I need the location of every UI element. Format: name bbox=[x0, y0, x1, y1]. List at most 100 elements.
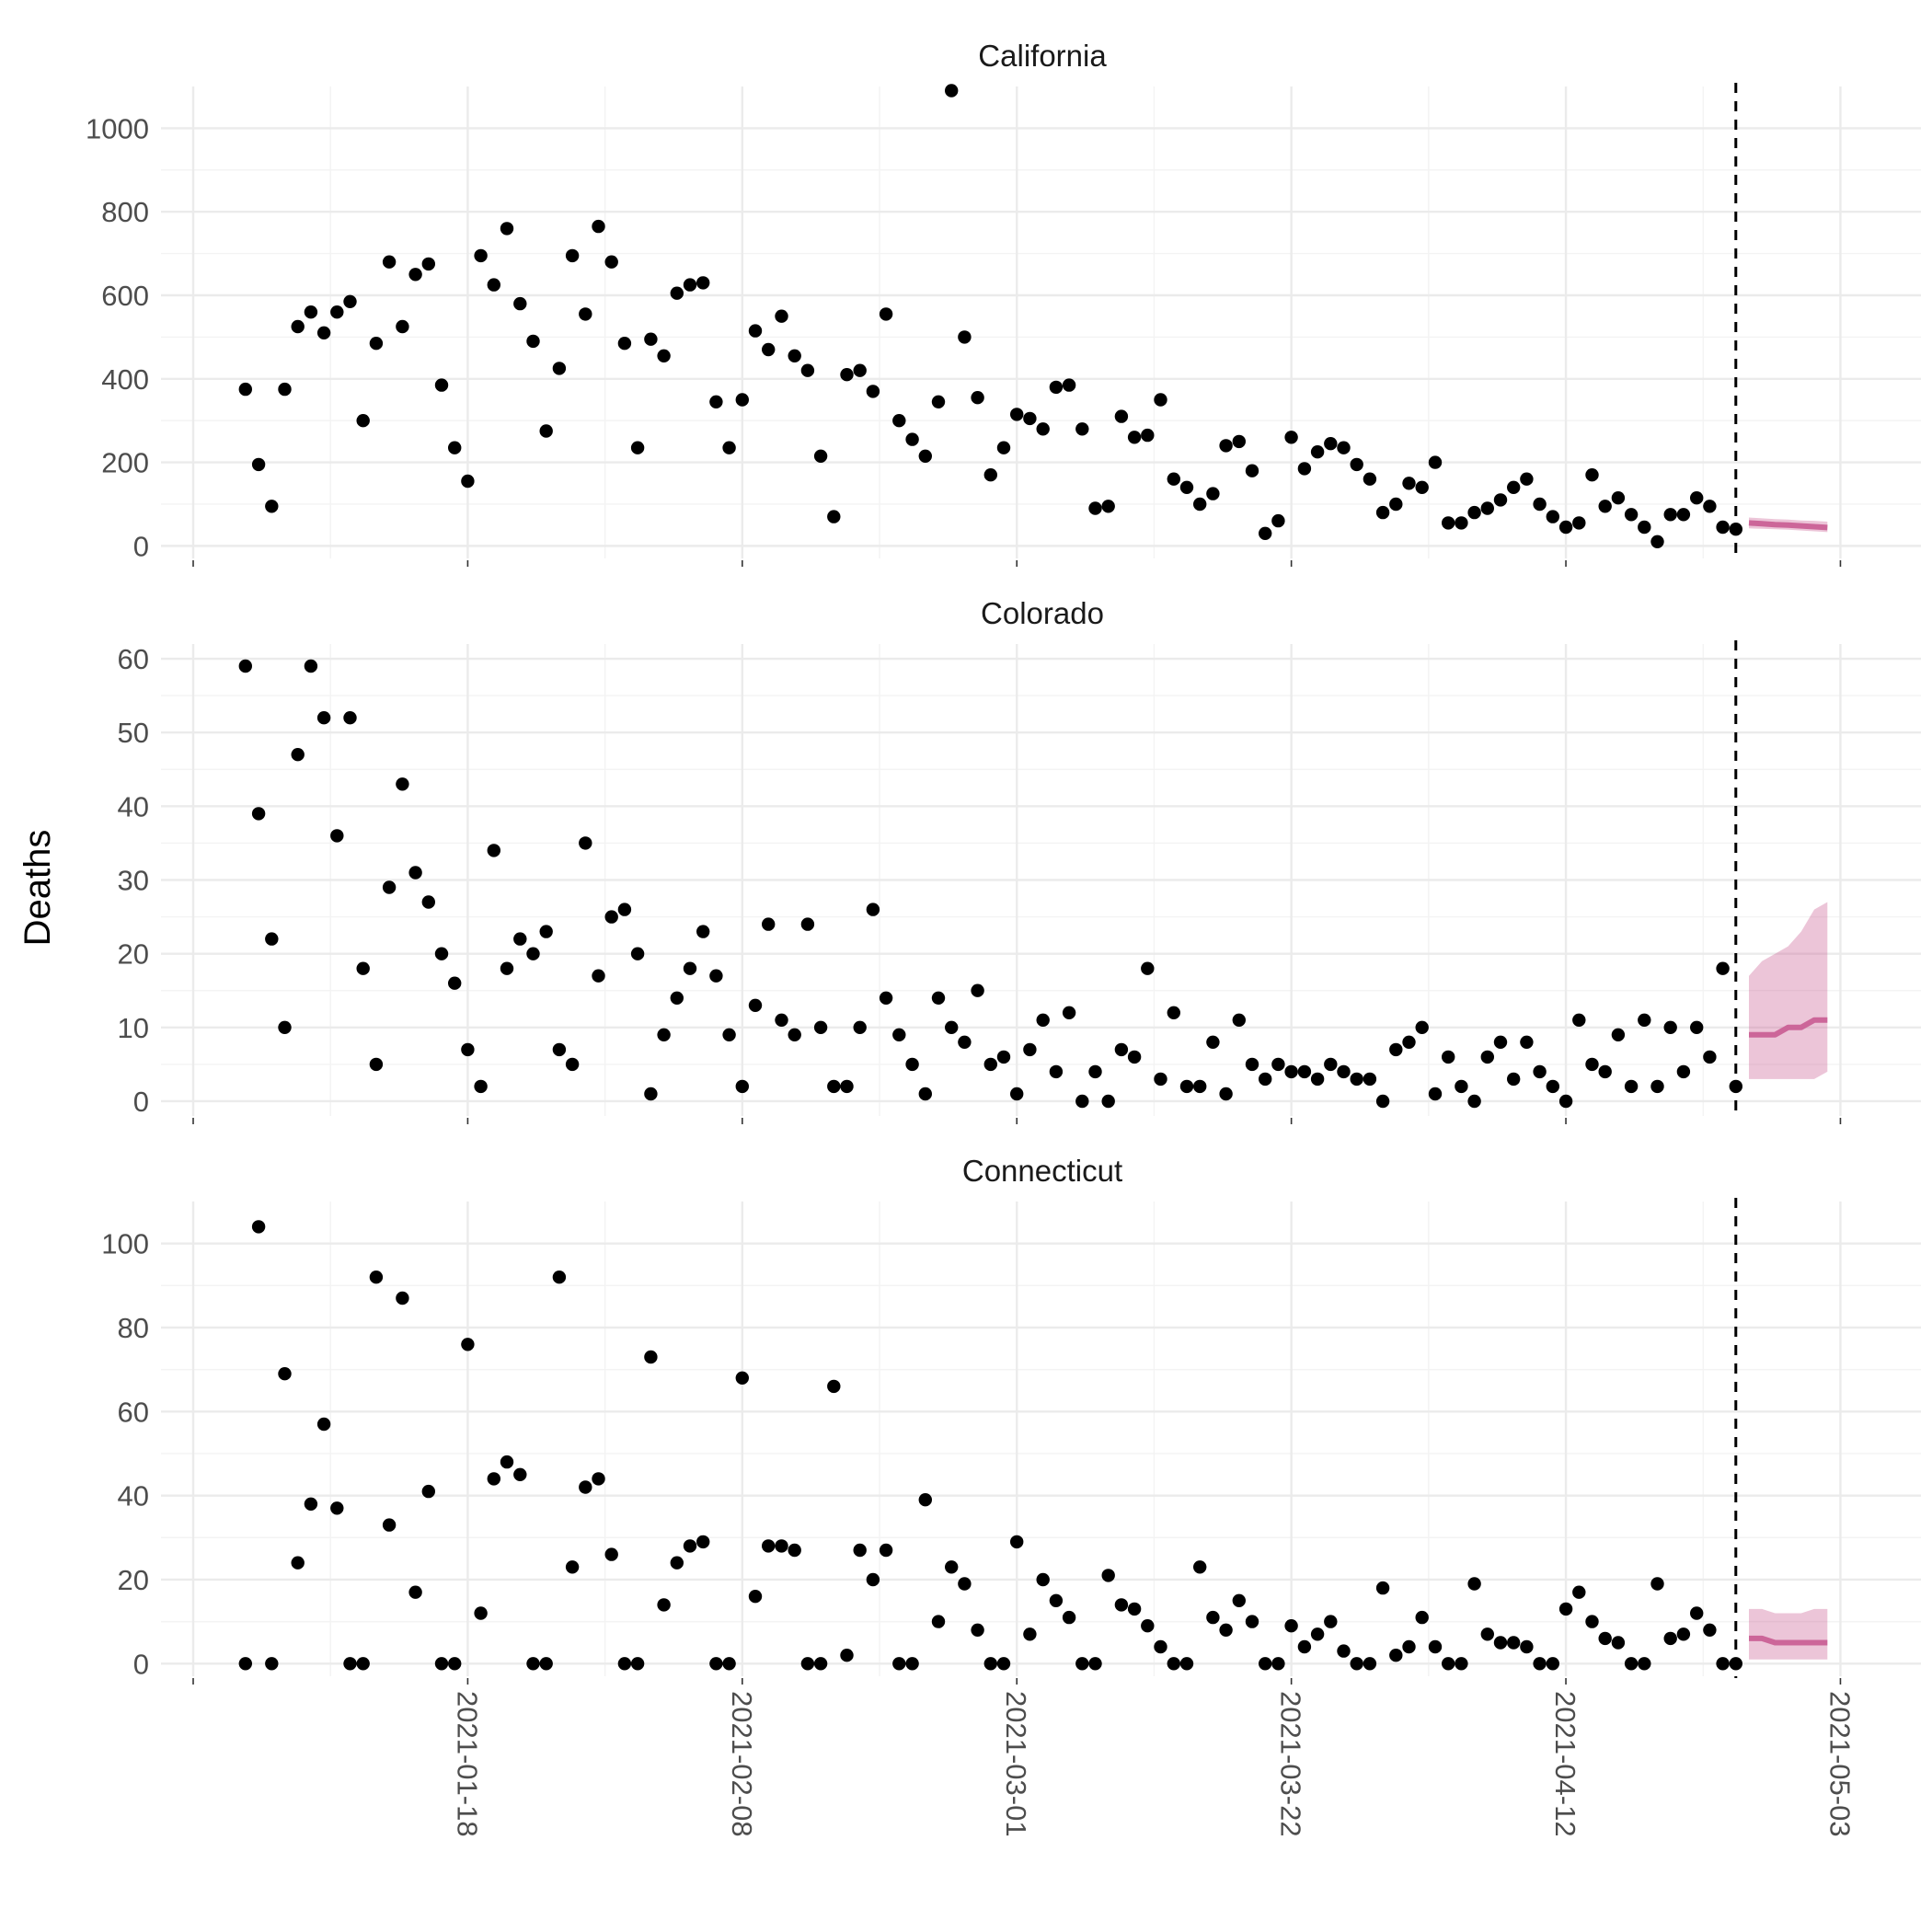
data-point bbox=[579, 836, 592, 850]
data-point bbox=[1546, 1657, 1560, 1671]
x-tick-label: 2021-01-18 bbox=[451, 1691, 483, 1837]
forecast-median-line bbox=[1749, 1017, 1828, 1038]
data-point bbox=[396, 777, 409, 791]
data-point bbox=[670, 286, 684, 300]
data-point bbox=[1219, 439, 1233, 453]
data-point bbox=[330, 1501, 344, 1515]
data-point bbox=[604, 255, 618, 269]
data-point bbox=[343, 711, 357, 725]
data-point bbox=[1284, 1619, 1298, 1633]
data-point bbox=[840, 368, 854, 382]
data-point bbox=[775, 1013, 788, 1028]
data-point bbox=[1558, 1094, 1573, 1109]
data-point bbox=[1598, 500, 1612, 513]
data-point bbox=[265, 932, 279, 946]
data-point bbox=[382, 255, 397, 269]
data-point bbox=[1716, 520, 1730, 535]
data-point bbox=[1036, 1572, 1050, 1587]
y-tick-label: 50 bbox=[118, 717, 149, 749]
data-point bbox=[1520, 1035, 1534, 1050]
data-point bbox=[421, 257, 435, 271]
data-point bbox=[644, 332, 658, 346]
data-point bbox=[983, 1657, 998, 1671]
data-point bbox=[1442, 1657, 1455, 1671]
data-point bbox=[617, 337, 632, 351]
data-point bbox=[958, 1035, 972, 1050]
data-point bbox=[1324, 1615, 1338, 1628]
data-point bbox=[1141, 428, 1155, 443]
data-point bbox=[1402, 1035, 1416, 1050]
data-point bbox=[813, 449, 828, 463]
data-point bbox=[1088, 1064, 1102, 1079]
data-point bbox=[1389, 1042, 1403, 1057]
y-tick-label: 0 bbox=[133, 530, 149, 562]
data-point bbox=[1023, 411, 1037, 426]
data-point bbox=[1442, 516, 1455, 530]
data-point bbox=[748, 998, 763, 1013]
data-point bbox=[762, 1539, 776, 1553]
data-point bbox=[552, 1042, 567, 1057]
data-point bbox=[461, 474, 475, 489]
data-point bbox=[1663, 1631, 1677, 1646]
data-point bbox=[762, 342, 776, 357]
data-point bbox=[931, 1615, 946, 1628]
data-point bbox=[905, 1657, 919, 1671]
data-point bbox=[1572, 516, 1586, 530]
data-point bbox=[748, 324, 763, 338]
data-point bbox=[1546, 1079, 1560, 1094]
data-point bbox=[709, 395, 723, 408]
data-point bbox=[238, 1657, 252, 1671]
data-point bbox=[291, 319, 305, 334]
data-point bbox=[356, 1657, 370, 1671]
data-point bbox=[343, 294, 357, 308]
data-point bbox=[866, 1572, 880, 1587]
data-point bbox=[265, 1657, 279, 1671]
data-point bbox=[316, 326, 331, 339]
data-point bbox=[1114, 409, 1129, 423]
data-point bbox=[1049, 1593, 1064, 1608]
data-point bbox=[644, 1350, 658, 1364]
data-point bbox=[1337, 1644, 1351, 1658]
data-point bbox=[369, 1057, 384, 1072]
data-point bbox=[1375, 1581, 1390, 1595]
data-point bbox=[304, 659, 318, 673]
panel-title: Connecticut bbox=[962, 1154, 1122, 1188]
y-tick-label: 100 bbox=[101, 1228, 149, 1260]
data-point bbox=[1010, 1535, 1024, 1549]
data-point bbox=[879, 991, 893, 1006]
y-tick-label: 600 bbox=[101, 280, 149, 312]
data-point bbox=[775, 309, 788, 323]
panel-title: California bbox=[978, 39, 1107, 73]
data-point bbox=[683, 278, 697, 292]
y-tick-label: 800 bbox=[101, 196, 149, 228]
data-point bbox=[1624, 1079, 1639, 1094]
data-point bbox=[1663, 1020, 1677, 1035]
data-point bbox=[579, 307, 592, 321]
data-point bbox=[1585, 1057, 1599, 1072]
data-point bbox=[788, 1543, 801, 1558]
data-point bbox=[827, 510, 841, 523]
data-point bbox=[630, 1657, 645, 1671]
data-point bbox=[1127, 431, 1142, 444]
data-point bbox=[800, 917, 815, 931]
data-point bbox=[1650, 1079, 1664, 1094]
data-point bbox=[1010, 1087, 1024, 1101]
data-point bbox=[1259, 1072, 1272, 1087]
data-point bbox=[905, 432, 919, 446]
data-point bbox=[1350, 1657, 1363, 1671]
data-point bbox=[892, 1657, 906, 1671]
data-point bbox=[971, 1623, 984, 1638]
data-point bbox=[421, 1484, 435, 1499]
x-tick-label: 2021-05-03 bbox=[1824, 1691, 1857, 1837]
data-point bbox=[696, 276, 710, 290]
data-point bbox=[1690, 1020, 1704, 1035]
data-point bbox=[1310, 445, 1325, 459]
data-point bbox=[931, 395, 946, 408]
data-point bbox=[552, 1271, 567, 1284]
data-point bbox=[1363, 1072, 1377, 1087]
data-point bbox=[408, 1585, 422, 1599]
data-point bbox=[683, 961, 697, 975]
data-point bbox=[1310, 1072, 1325, 1087]
data-point bbox=[487, 1472, 500, 1486]
